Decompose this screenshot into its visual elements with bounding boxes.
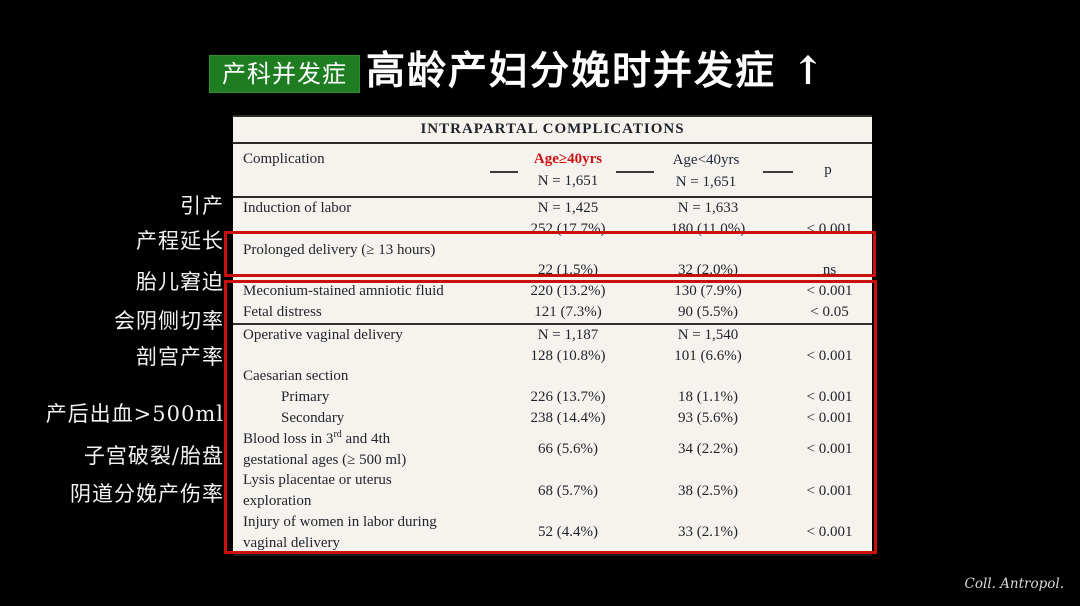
- left-annotation-label: 产后出血>500ml: [45, 402, 224, 426]
- p-value-cell: < 0.05: [810, 303, 849, 320]
- age-lt-40-cell: 38 (2.5%): [678, 482, 738, 499]
- age-lt-40-cell: 34 (2.2%): [678, 441, 738, 458]
- row-label: Lysis placentae or uterus exploration: [243, 472, 392, 510]
- row-label: Secondary: [281, 409, 345, 426]
- source-credit: Coll. Antropol.: [964, 576, 1064, 592]
- left-annotation-label: 引产: [180, 194, 224, 218]
- age-ge-40-cell: 238 (14.4%): [530, 409, 606, 426]
- header-dash: [490, 171, 518, 173]
- age-ge-40-cell: 226 (13.7%): [530, 389, 606, 406]
- left-annotation-label: 阴道分娩产伤率: [70, 482, 224, 506]
- col-header-age-ge-40: Age≥40yrs N = 1,651: [478, 148, 658, 192]
- left-annotation-label: 产程延长: [136, 229, 224, 253]
- age-lt-40-cell: 90 (5.5%): [678, 303, 738, 320]
- age-lt-40-label: Age<40yrs: [672, 152, 740, 168]
- age-ge-40-cell: 220 (13.2%): [530, 283, 606, 300]
- complications-table: INTRAPARTAL COMPLICATIONS Complication A…: [233, 115, 872, 556]
- table-row: Primary 226 (13.7%) 18 (1.1%) < 0.001: [233, 387, 872, 408]
- row-label: Meconium-stained amniotic fluid: [243, 283, 444, 300]
- table-row: Lysis placentae or uterus exploration 68 (…: [233, 470, 872, 512]
- table-row: Caesarian section: [233, 366, 872, 387]
- header-dash: [616, 171, 654, 173]
- row-label: Induction of labor: [243, 200, 352, 216]
- row-label: Caesarian section: [243, 368, 349, 385]
- slide-title: 高龄产妇分娩时并发症 ↑: [366, 48, 827, 94]
- age-lt-40-cell: 130 (7.9%): [674, 283, 742, 300]
- left-annotation-label: 会阴侧切率: [114, 309, 224, 333]
- row-label: Blood loss in 3rd and 4th gestational age…: [243, 428, 407, 468]
- highlight-box-prolonged-delivery: [224, 231, 876, 277]
- p-value-cell: < 0.001: [806, 482, 853, 499]
- table-caption: INTRAPARTAL COMPLICATIONS: [233, 117, 872, 144]
- col-header-p: p: [824, 161, 832, 178]
- table-body: Induction of labor N = 1,425 252 (17.7%) N …: [233, 198, 872, 552]
- left-annotation-label: 胎儿窘迫: [136, 270, 224, 294]
- row-label: Injury of women in labor during vaginal d…: [243, 513, 437, 551]
- p-value-cell: < 0.001: [806, 347, 853, 364]
- row-label: Operative vaginal delivery: [243, 326, 403, 343]
- left-annotation-label: 子宫破裂/胎盘: [83, 444, 224, 468]
- age-ge-40-cell: 66 (5.6%): [538, 441, 598, 458]
- table-row: Secondary 238 (14.4%) 93 (5.6%) < 0.001: [233, 408, 872, 429]
- age-lt-40-cell: 93 (5.6%): [678, 409, 738, 426]
- age-lt-40-cell: N = 1,540 101 (6.6%): [674, 326, 742, 364]
- left-annotation-label: 剖宫产率: [136, 345, 224, 369]
- p-value-cell: < 0.001: [806, 409, 853, 426]
- age-lt-40-cell: 33 (2.1%): [678, 524, 738, 541]
- p-value-cell: < 0.001: [806, 389, 853, 406]
- table-row: Operative vaginal delivery N = 1,187 128 (…: [233, 325, 872, 367]
- row-label: Primary: [281, 389, 330, 406]
- table-row: Blood loss in 3rd and 4th gestational age…: [233, 429, 872, 471]
- header-dash: [763, 171, 793, 173]
- age-ge-40-cell: 52 (4.4%): [538, 524, 598, 541]
- age-ge-40-label: Age≥40yrs: [533, 151, 603, 167]
- age-lt-40-n: N = 1,651: [675, 174, 737, 190]
- highlight-box-main-complications: [224, 280, 877, 554]
- age-ge-40-n: N = 1,651: [537, 173, 599, 189]
- category-badge: 产科并发症: [209, 55, 360, 93]
- col-header-age-lt-40: Age<40yrs N = 1,651: [641, 149, 771, 193]
- p-value-cell: < 0.001: [806, 441, 853, 458]
- col-header-complication: Complication: [243, 151, 325, 167]
- table-row: Fetal distress 121 (7.3%) 90 (5.5%) < 0.05: [233, 302, 872, 325]
- row-label: Fetal distress: [243, 303, 322, 320]
- p-value-cell: < 0.001: [806, 283, 853, 300]
- row-label: Prolonged delivery (≥ 13 hours): [243, 241, 436, 258]
- age-ge-40-cell: N = 1,187 128 (10.8%): [530, 326, 606, 364]
- table-row: Meconium-stained amniotic fluid 220 (13.2…: [233, 281, 872, 302]
- age-lt-40-cell: 18 (1.1%): [678, 389, 738, 406]
- table-header: Complication Age≥40yrs N = 1,651 Age<40y…: [233, 144, 872, 198]
- age-ge-40-cell: 121 (7.3%): [534, 303, 602, 320]
- age-ge-40-cell: 68 (5.7%): [538, 482, 598, 499]
- p-value-cell: < 0.001: [806, 524, 853, 541]
- table-row: Injury of women in labor during vaginal d…: [233, 512, 872, 552]
